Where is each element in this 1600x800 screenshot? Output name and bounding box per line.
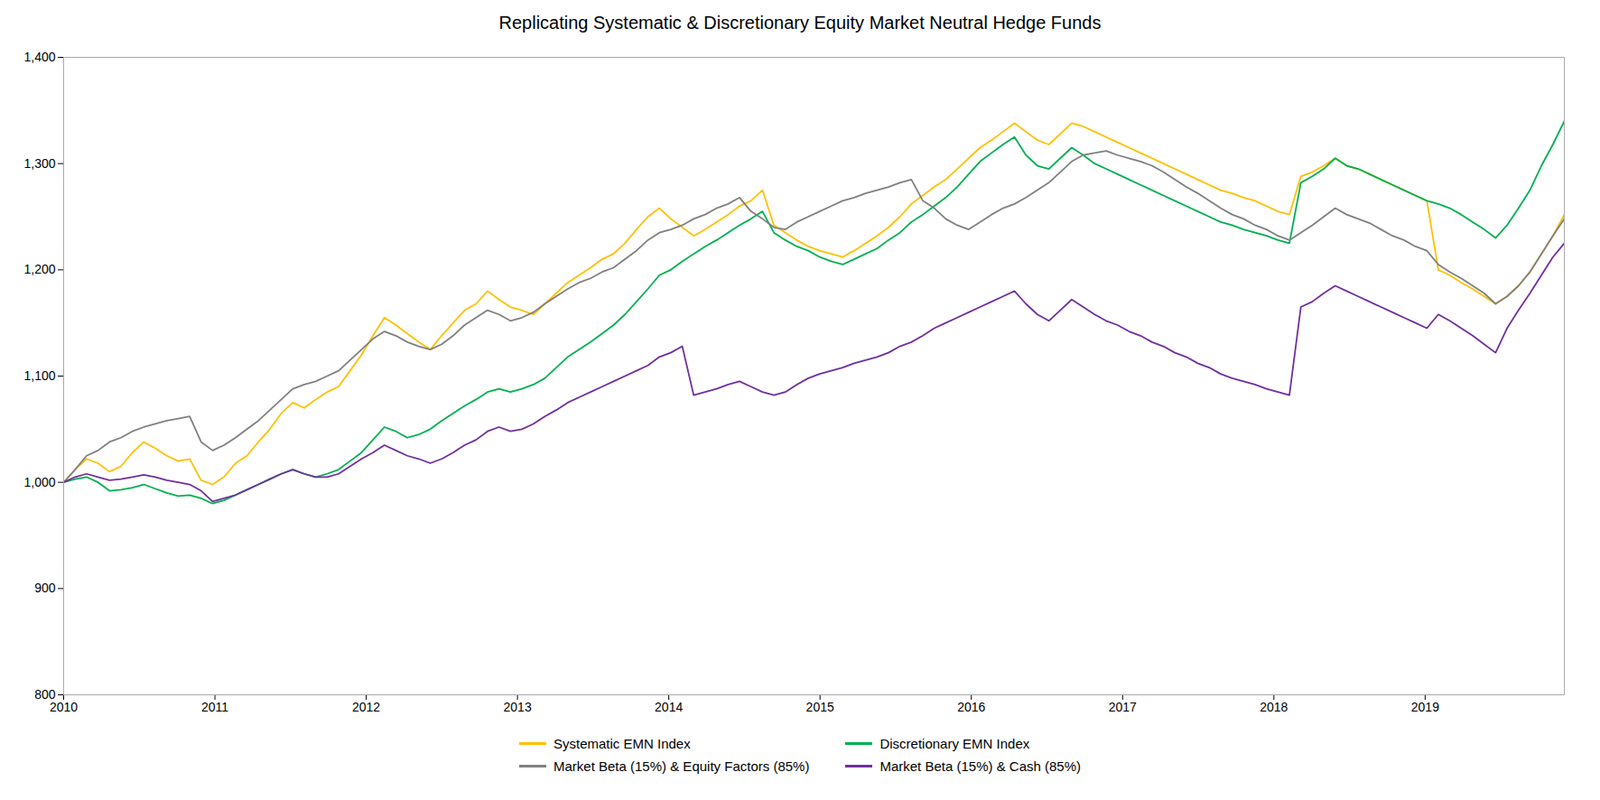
- svg-text:2011: 2011: [201, 699, 229, 715]
- svg-text:2019: 2019: [1411, 699, 1440, 715]
- svg-text:2013: 2013: [503, 699, 532, 715]
- svg-text:2014: 2014: [654, 699, 683, 715]
- svg-text:1,400: 1,400: [23, 49, 56, 65]
- html-text:Discretionary EMN Index: Discretionary EMN Index: [879, 735, 1030, 752]
- html-text:Market Beta (15%) & Equity Fac: Market Beta (15%) & Equity Factors (85%): [553, 758, 810, 774]
- svg-text:800: 800: [34, 687, 56, 702]
- svg-text:1,000: 1,000: [23, 474, 56, 490]
- svg-text:2010: 2010: [49, 699, 78, 715]
- html-text:Replicating Systematic & Discr: Replicating Systematic & Discretionary E…: [498, 12, 1102, 33]
- svg-text:2012: 2012: [352, 699, 381, 715]
- html-text:Systematic EMN Index: Systematic EMN Index: [553, 735, 691, 752]
- svg-text:1,300: 1,300: [23, 156, 56, 171]
- svg-text:2018: 2018: [1259, 699, 1288, 715]
- svg-text:2015: 2015: [806, 699, 835, 715]
- svg-text:2016: 2016: [957, 699, 986, 715]
- html-text:Market Beta (15%) & Cash (85%): Market Beta (15%) & Cash (85%): [879, 758, 1081, 774]
- svg-text:1,200: 1,200: [23, 261, 56, 277]
- svg-text:900: 900: [34, 580, 56, 596]
- svg-text:2017: 2017: [1108, 699, 1137, 715]
- svg-text:1,100: 1,100: [23, 368, 56, 383]
